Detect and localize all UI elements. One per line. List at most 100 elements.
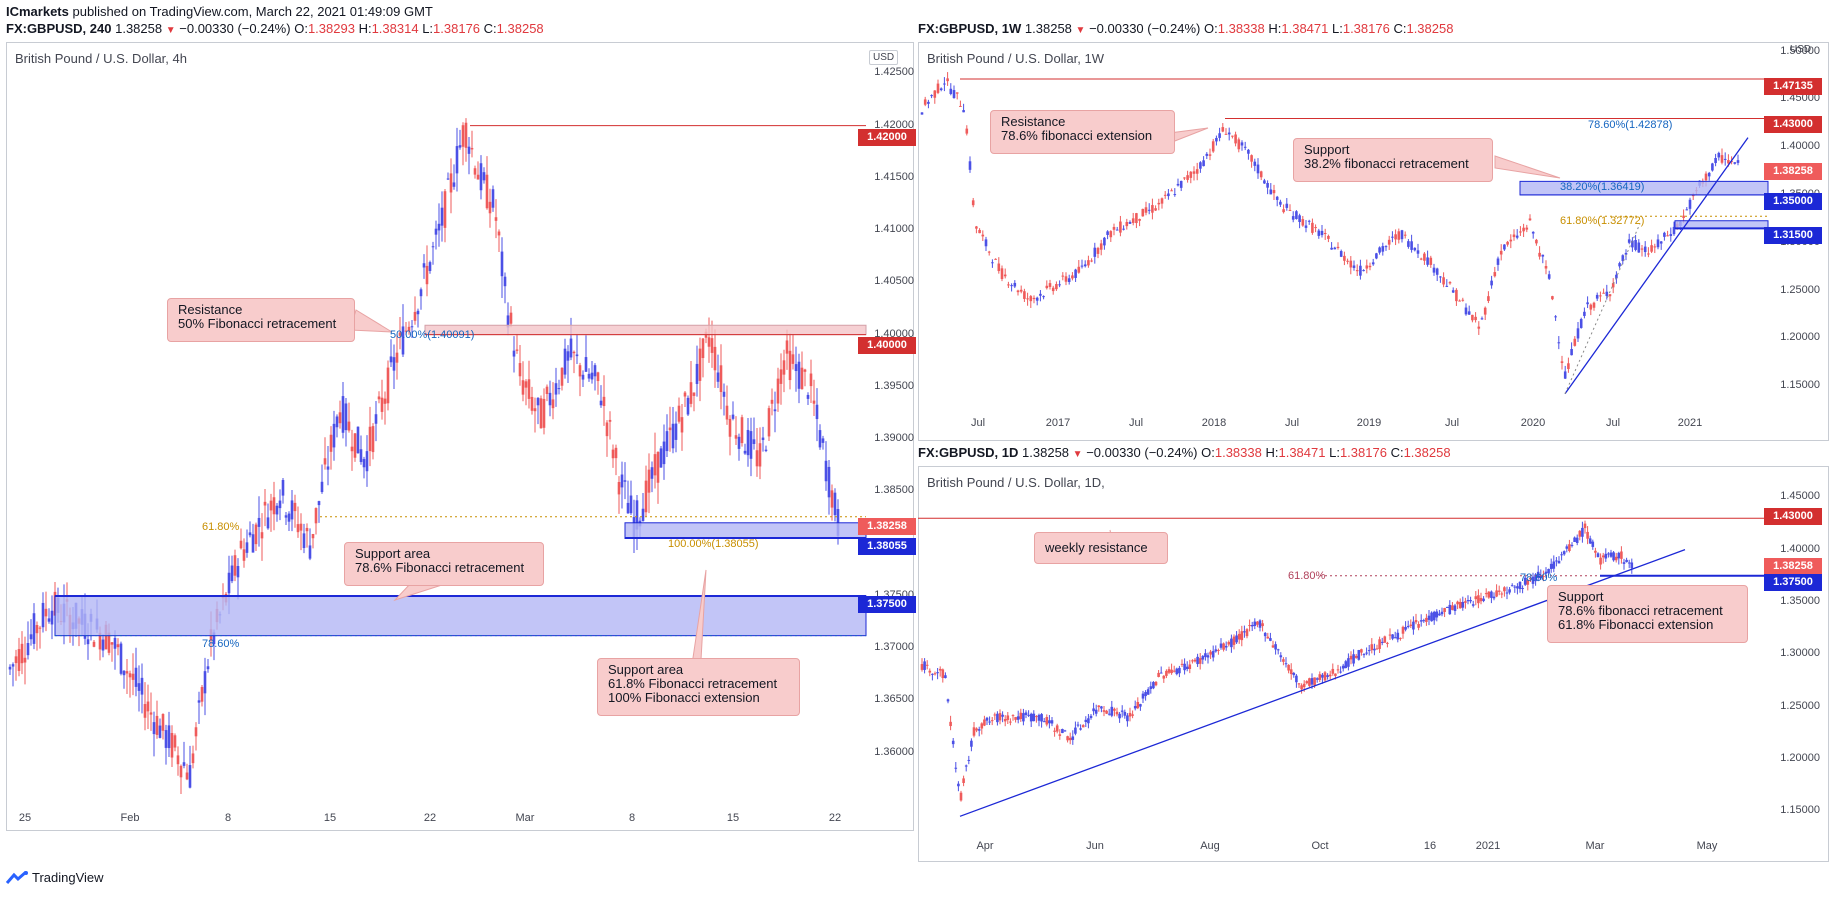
candle-body (278, 500, 282, 509)
candle-body (431, 246, 435, 248)
candle-body (1474, 316, 1477, 321)
candle-body (239, 540, 243, 549)
candle-body (1024, 712, 1028, 715)
candle-body (647, 469, 651, 493)
annotation-callout[interactable]: Support 78.6% fibonacci retracement 61.8% … (1547, 585, 1748, 643)
candle-body (1282, 209, 1285, 213)
annotation-callout[interactable]: Support area 61.8% Fibonacci retracement 1… (597, 658, 800, 716)
candle-body (248, 532, 252, 536)
candle-body (770, 399, 774, 404)
chart-panel-1w[interactable]: British Pound / U.S. Dollar, 1W (918, 42, 1829, 441)
y-tick-label: 1.40000 (1780, 140, 1820, 153)
callout-pointer (349, 309, 393, 333)
candle-body (311, 533, 315, 539)
annotation-callout[interactable]: Support 38.2% fibonacci retracement (1293, 138, 1493, 182)
candle-body (1458, 300, 1461, 302)
candle-body (20, 643, 24, 664)
candle-body (1573, 537, 1576, 542)
candle-body (1565, 546, 1569, 549)
candle-body (482, 172, 486, 181)
ticker: FX:GBPUSD, 240 (6, 21, 112, 36)
candle-body (1107, 713, 1111, 715)
candle-body (1647, 253, 1650, 255)
candle-body (1555, 560, 1558, 562)
candle-body (1477, 595, 1480, 604)
x-tick-label: Jun (1086, 840, 1104, 852)
callout-line: Support (1304, 142, 1350, 157)
close-value: 1.38258 (1403, 445, 1451, 460)
candle-body (1202, 160, 1205, 167)
candle-body (1627, 239, 1631, 243)
candle-body (955, 92, 959, 94)
callout-line: 78.6% fibonacci extension (1001, 128, 1153, 143)
candle-body (560, 367, 564, 386)
candle-body (1552, 561, 1556, 569)
candle-body (539, 398, 543, 429)
candle-body (593, 365, 597, 377)
candle-body (1295, 211, 1298, 219)
candle-body (782, 360, 786, 375)
candle-body (1066, 736, 1069, 741)
y-tick-label: 1.36000 (874, 745, 914, 758)
candle-body (1515, 235, 1519, 238)
candle-body (1596, 553, 1600, 558)
candle-body (179, 765, 183, 778)
currency-badge[interactable]: USD (1790, 44, 1812, 55)
price-tag-resistance: 1.47135 (1764, 78, 1822, 95)
candle-body (1183, 177, 1186, 179)
x-tick-label: 15 (323, 812, 337, 824)
candle-body (1510, 585, 1514, 587)
annotation-callout[interactable]: Resistance 50% Fibonacci retracement (167, 298, 355, 342)
x-tick-label: 2021 (1677, 417, 1703, 429)
candle-body (335, 416, 339, 428)
candle-body (827, 466, 831, 498)
x-tick-label: Jul (1128, 417, 1144, 429)
price-tag-support: 1.37500 (1764, 574, 1822, 591)
x-tick-label: Jul (1444, 417, 1460, 429)
tradingview-logo[interactable]: TradingView (5, 870, 104, 885)
candle-body (1039, 293, 1042, 296)
candle-body (1167, 193, 1170, 197)
candle-body (1307, 220, 1311, 222)
publisher-name[interactable]: ICmarkets (6, 4, 69, 19)
candle-body (1595, 294, 1599, 299)
candle-body (719, 365, 723, 393)
candle-body (1422, 620, 1426, 622)
candle-body (1291, 216, 1295, 220)
candle-body (98, 632, 102, 650)
candle-body (1323, 672, 1327, 681)
callout-line: Resistance (178, 302, 243, 317)
candle-body (941, 669, 945, 679)
candle-body (26, 643, 30, 656)
candle-body (936, 672, 939, 674)
candle-body (1222, 643, 1225, 650)
candle-body (923, 661, 926, 670)
candle-body (1180, 663, 1184, 665)
candle-body (503, 276, 507, 287)
candle-body (925, 664, 929, 666)
candle-body (1250, 155, 1253, 162)
candle-body (614, 447, 618, 459)
candle-body (494, 217, 498, 221)
candle-body (1219, 643, 1223, 648)
candle-body (1037, 714, 1041, 721)
candle-body (185, 772, 189, 780)
candle-body (1304, 225, 1308, 228)
annotation-callout[interactable]: Resistance 78.6% fibonacci extension (990, 110, 1175, 154)
annotation-callout[interactable]: weekly resistance (1034, 532, 1168, 564)
candle-body (257, 517, 261, 527)
y-tick-label: 1.37000 (874, 641, 914, 654)
candle-body (1003, 274, 1007, 277)
candle-body (1557, 560, 1561, 564)
candle-body (1081, 725, 1085, 728)
candle-body (110, 642, 114, 645)
candle-body (962, 778, 965, 783)
tradingview-label: TradingView (32, 870, 104, 885)
candle-body (1554, 316, 1557, 318)
candle-body (946, 78, 949, 82)
high-value: 1.38314 (371, 21, 419, 36)
candle-body (1425, 617, 1428, 622)
currency-badge[interactable]: USD (869, 50, 899, 65)
candle-body (1604, 553, 1608, 559)
annotation-callout[interactable]: Support area 78.6% Fibonacci retracement (344, 542, 544, 586)
